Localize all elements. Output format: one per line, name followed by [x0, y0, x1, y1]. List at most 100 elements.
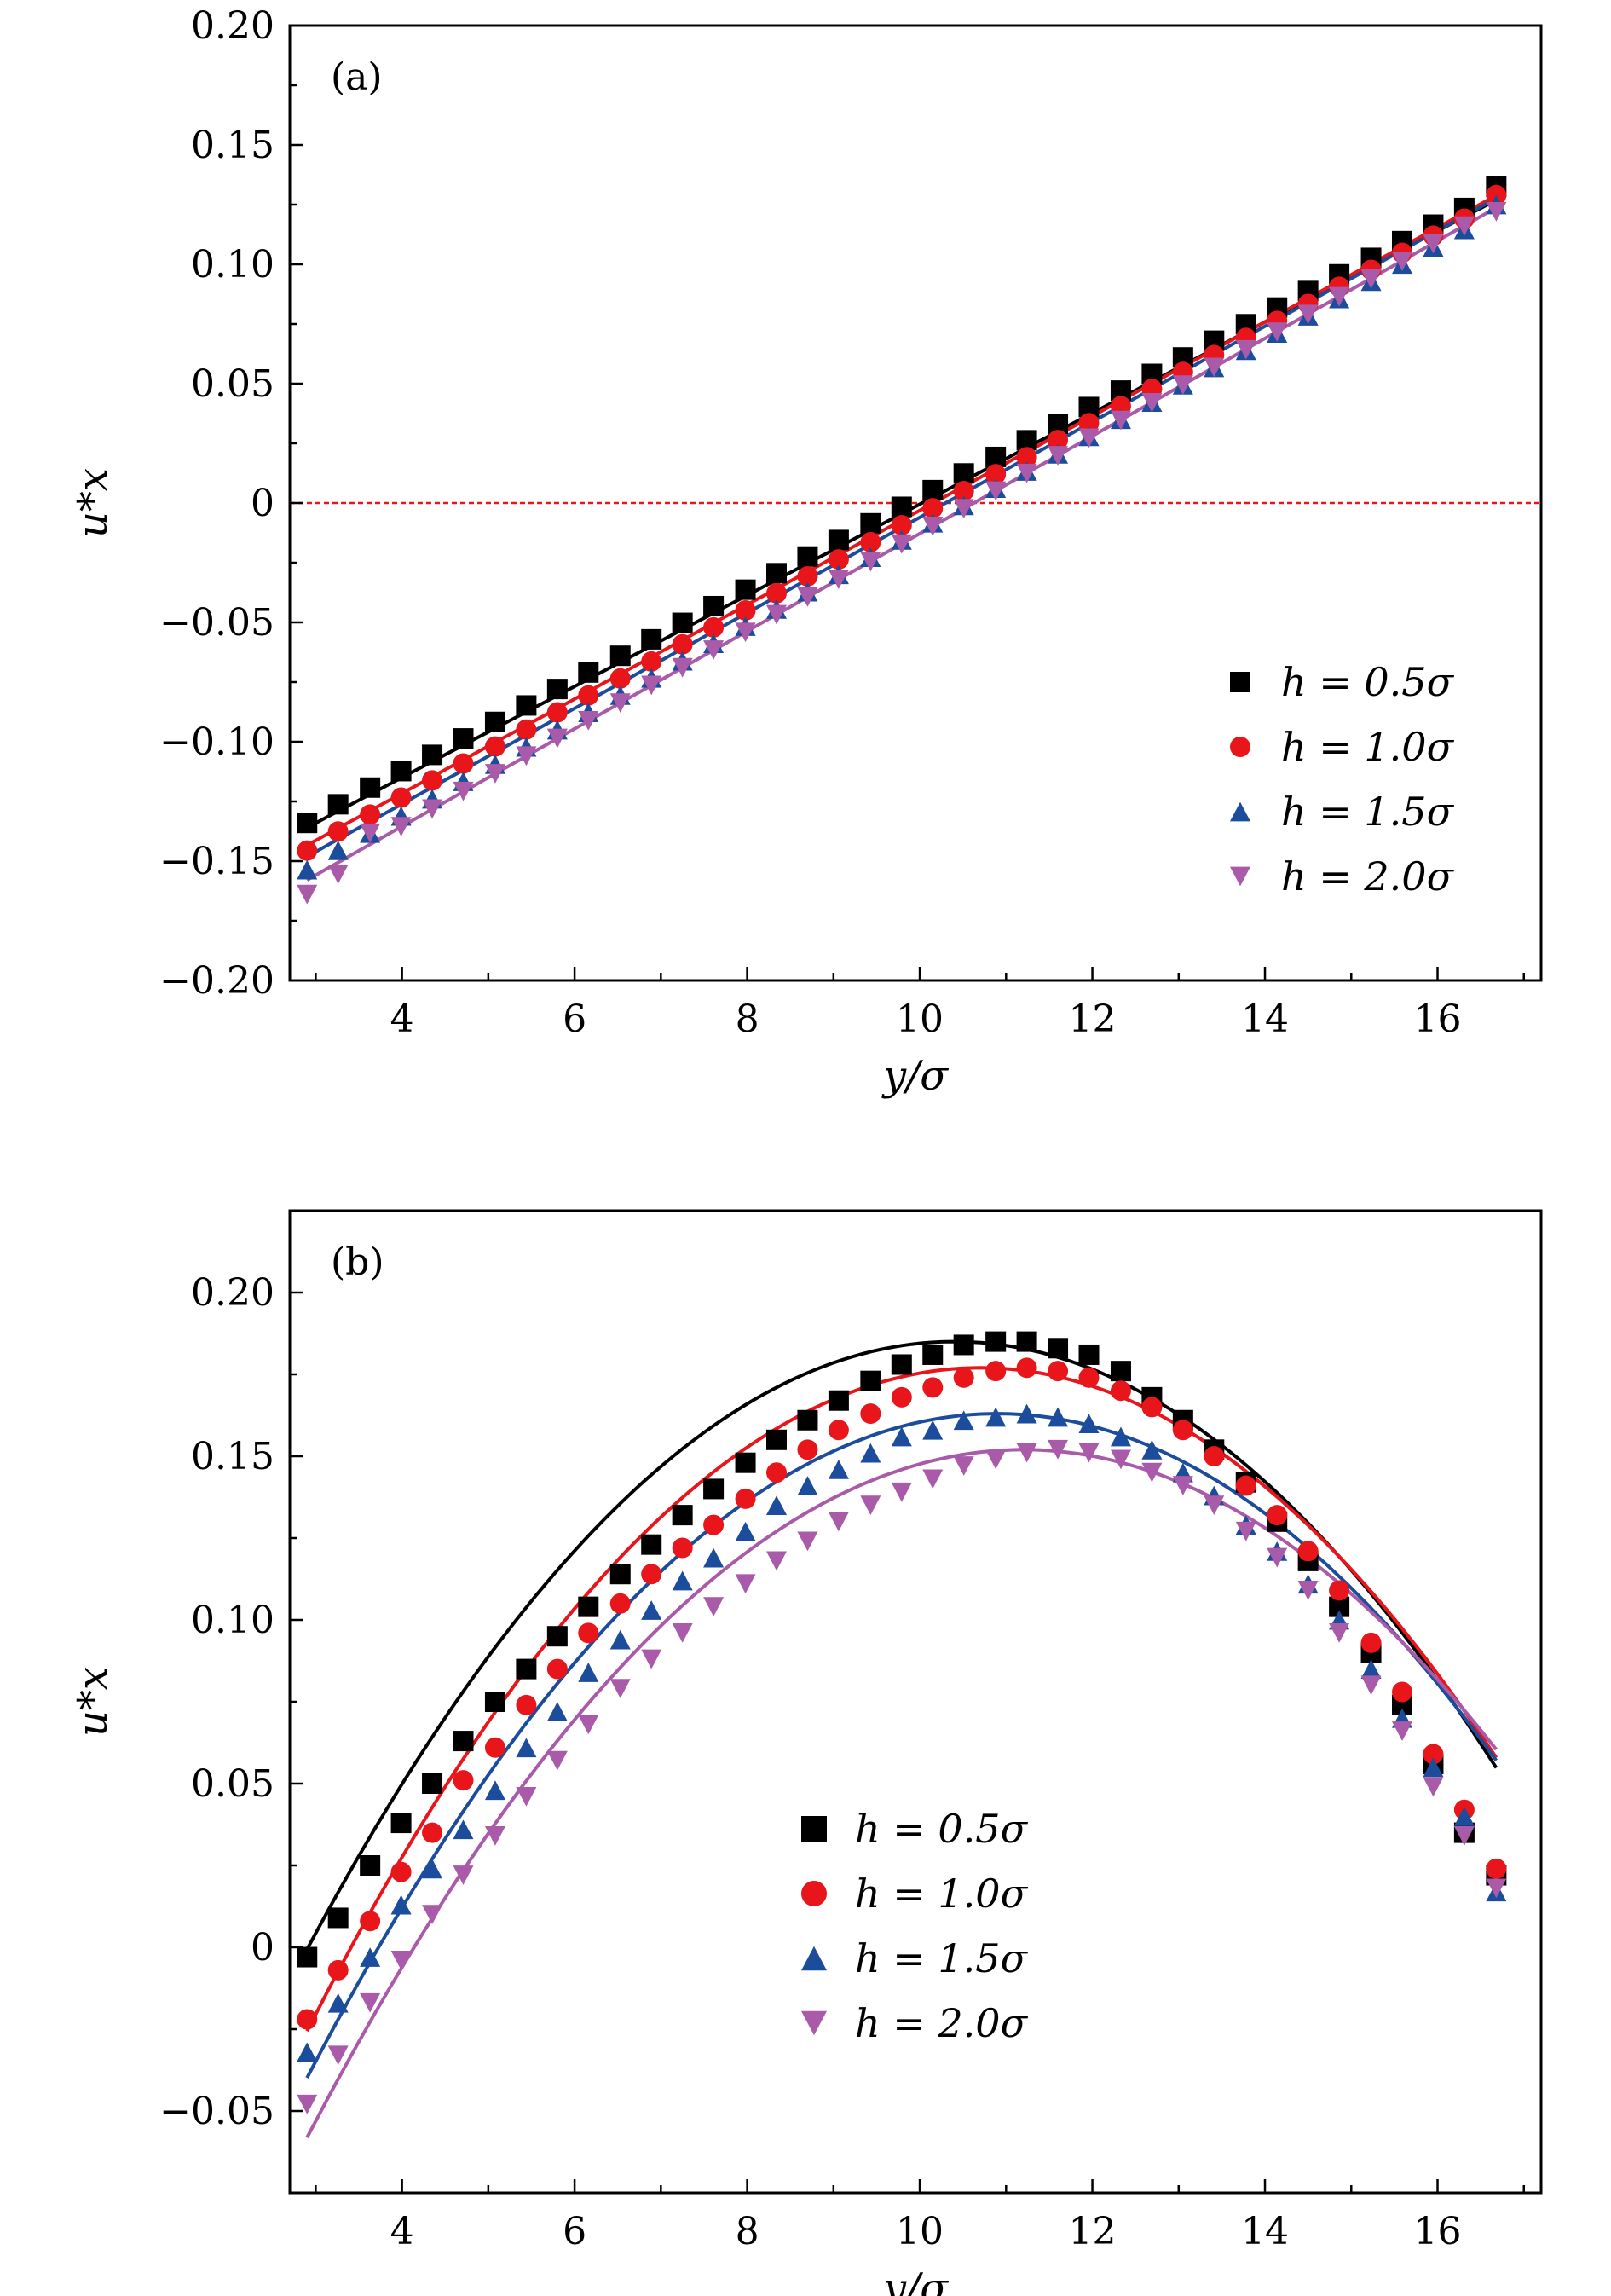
x-tick-label: 10 — [896, 998, 944, 1041]
data-point — [1204, 1446, 1225, 1466]
data-point — [985, 1361, 1007, 1382]
y-tick-label: 0.15 — [191, 1435, 274, 1478]
legend-entry: h = 2.0σ — [855, 2000, 1029, 2046]
y-tick-label: −0.20 — [159, 959, 274, 1003]
data-point — [453, 728, 474, 749]
y-tick-label: −0.15 — [159, 840, 274, 883]
data-point — [422, 1905, 443, 1924]
data-point — [546, 1658, 568, 1680]
data-point — [735, 622, 756, 643]
data-point — [797, 565, 818, 587]
x-tick-label: 6 — [563, 2210, 586, 2253]
y-tick-label: 0.20 — [191, 1271, 274, 1315]
data-point — [922, 1344, 944, 1365]
data-point — [766, 1429, 788, 1450]
data-point — [609, 1679, 631, 1699]
data-point — [1141, 1439, 1163, 1460]
data-point — [1078, 413, 1100, 434]
legend-entry: h = 0.5σ — [1281, 659, 1455, 705]
data-point — [1078, 428, 1100, 448]
x-tick-label: 12 — [1069, 2210, 1117, 2253]
data-point — [985, 1331, 1007, 1352]
data-point — [797, 1476, 818, 1495]
data-point — [1110, 1449, 1131, 1470]
data-point — [891, 1426, 912, 1447]
data-point — [641, 1600, 662, 1620]
data-point — [1423, 1757, 1444, 1778]
data-point — [735, 600, 756, 621]
data-point — [1267, 1505, 1288, 1526]
data-point — [297, 859, 318, 880]
data-point — [453, 1770, 474, 1791]
data-point — [1392, 1681, 1413, 1703]
data-point — [453, 753, 474, 774]
data-point — [860, 1403, 881, 1425]
y-axis-title-text: u*x — [69, 1667, 117, 1737]
data-point — [1235, 1475, 1256, 1496]
data-point — [1016, 1443, 1037, 1463]
data-point — [609, 645, 631, 667]
data-point — [1016, 463, 1037, 483]
data-point — [390, 817, 412, 837]
data-point — [453, 1865, 474, 1885]
legend-entry: h = 0.5σ — [855, 1806, 1029, 1852]
data-point — [1453, 1826, 1475, 1846]
data-point — [672, 633, 693, 655]
y-tick-label: 0 — [251, 482, 274, 525]
data-point — [1110, 410, 1131, 431]
data-point — [297, 2094, 318, 2114]
data-point — [1329, 1622, 1350, 1643]
data-point — [797, 546, 818, 567]
data-point — [516, 1658, 537, 1680]
data-point — [297, 2042, 318, 2062]
y-tick-label: 0.05 — [191, 362, 274, 406]
data-point — [641, 651, 662, 672]
data-point — [1423, 1777, 1444, 1797]
data-point — [484, 1826, 505, 1846]
panel-label: (a) — [331, 55, 383, 99]
data-point — [703, 1597, 725, 1617]
legend-marker — [1230, 672, 1250, 692]
data-point — [1141, 1462, 1163, 1483]
x-tick-label: 12 — [1069, 998, 1117, 1041]
data-point — [1235, 1521, 1256, 1541]
data-point — [1392, 1721, 1413, 1741]
series-4-markers — [297, 1439, 1507, 2114]
series-4-markers — [297, 202, 1507, 905]
data-point — [735, 1574, 756, 1594]
data-point — [578, 1663, 599, 1682]
data-point — [484, 1737, 505, 1758]
data-point — [1048, 1407, 1069, 1427]
data-point — [609, 668, 631, 689]
data-point — [1078, 1443, 1100, 1463]
data-point — [797, 1531, 818, 1552]
data-point — [641, 1564, 662, 1585]
data-point — [516, 746, 537, 766]
data-point — [922, 1469, 944, 1489]
data-point — [766, 604, 788, 625]
data-point — [422, 799, 443, 819]
data-point — [516, 719, 537, 740]
data-point — [860, 1370, 881, 1391]
data-point — [672, 657, 693, 678]
data-point — [327, 794, 349, 815]
data-point — [422, 1773, 443, 1794]
data-point — [360, 1855, 381, 1876]
data-point — [1423, 1744, 1444, 1765]
data-point — [891, 515, 912, 536]
data-point — [828, 1459, 849, 1479]
panel-label: (b) — [331, 1241, 384, 1284]
data-point — [609, 1564, 631, 1585]
data-point — [484, 1692, 505, 1712]
data-point — [546, 1626, 568, 1647]
data-point — [578, 710, 599, 731]
data-point — [484, 764, 505, 784]
data-point — [891, 1386, 912, 1408]
data-point — [797, 1409, 818, 1431]
data-point — [1329, 1580, 1350, 1601]
data-point — [641, 628, 662, 650]
data-point — [546, 1750, 568, 1771]
data-point — [641, 1534, 662, 1555]
data-point — [1297, 304, 1319, 325]
data-point — [985, 481, 1007, 501]
